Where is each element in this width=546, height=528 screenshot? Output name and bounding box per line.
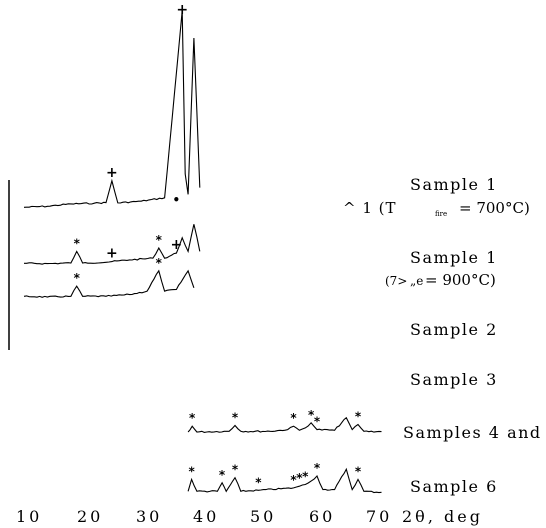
x-tick-label: 50 bbox=[250, 507, 276, 526]
peak-marker: * bbox=[156, 233, 163, 247]
peak-marker: * bbox=[219, 468, 226, 482]
label-sample-1a-name: Sample 1 bbox=[410, 175, 498, 194]
label-samples-4-5: Samples 4 and 5 bbox=[403, 423, 546, 442]
x-tick-label: 10 bbox=[16, 507, 42, 526]
peak-marker: * bbox=[355, 410, 362, 424]
peak-marker: * bbox=[314, 461, 321, 475]
x-tick-label: 40 bbox=[193, 507, 219, 526]
label-sample-1b-prefix: (7> bbox=[385, 274, 407, 288]
label-sample-1b-temp: = 900°C) bbox=[425, 271, 496, 289]
label-sample-1b-sub: „e bbox=[410, 274, 423, 288]
peak-marker: * bbox=[290, 411, 297, 425]
x-tick-label: 20 bbox=[77, 507, 103, 526]
peak-marker: * bbox=[74, 236, 81, 250]
label-sample-1a-sub: fire bbox=[435, 210, 447, 218]
pattern-curves bbox=[23, 10, 382, 494]
peak-marker: * bbox=[314, 415, 321, 429]
x-tick-label: 70 bbox=[366, 507, 392, 526]
peak-marker: * bbox=[156, 256, 163, 270]
pattern-line bbox=[24, 224, 201, 265]
label-sample-1a-caret: ^ 1 (T bbox=[343, 199, 397, 217]
peak-marker: * bbox=[308, 408, 315, 422]
peak-marker: * bbox=[74, 271, 81, 285]
peak-marker: • bbox=[173, 193, 181, 207]
peak-marker: * bbox=[255, 475, 262, 489]
peak-marker: * bbox=[189, 411, 196, 425]
peak-marker: * bbox=[296, 471, 303, 485]
x-tick-label: 30 bbox=[136, 507, 162, 526]
peak-marker: + bbox=[176, 2, 188, 18]
peak-marker: * bbox=[232, 411, 239, 425]
peak-marker: * bbox=[290, 473, 297, 487]
peak-marker: + bbox=[106, 246, 118, 262]
label-sample-2: Sample 2 bbox=[410, 320, 498, 339]
x-axis: 10 20 30 40 50 60 70 2θ, deg bbox=[16, 507, 483, 526]
label-sample-3: Sample 3 bbox=[410, 370, 498, 389]
peak-markers: +•+*+* +*** * * * * ** * ** * * ** * bbox=[74, 2, 362, 489]
peak-marker: * bbox=[302, 470, 309, 484]
label-sample-1a-temp: = 700°C) bbox=[459, 199, 530, 217]
peak-marker: * bbox=[188, 464, 195, 478]
pattern-line bbox=[187, 416, 382, 433]
peak-marker: + bbox=[170, 237, 182, 253]
label-sample-6: Sample 6 bbox=[410, 477, 498, 496]
pattern-line bbox=[187, 467, 382, 494]
x-tick-label: 60 bbox=[309, 507, 335, 526]
pattern-line bbox=[23, 269, 195, 298]
peak-marker: * bbox=[355, 464, 362, 478]
peak-marker: * bbox=[232, 463, 239, 477]
pattern-line bbox=[23, 10, 201, 208]
label-sample-1b-name: Sample 1 bbox=[410, 248, 498, 267]
peak-marker: + bbox=[106, 165, 118, 181]
x-axis-title: 2θ, deg bbox=[402, 507, 483, 526]
